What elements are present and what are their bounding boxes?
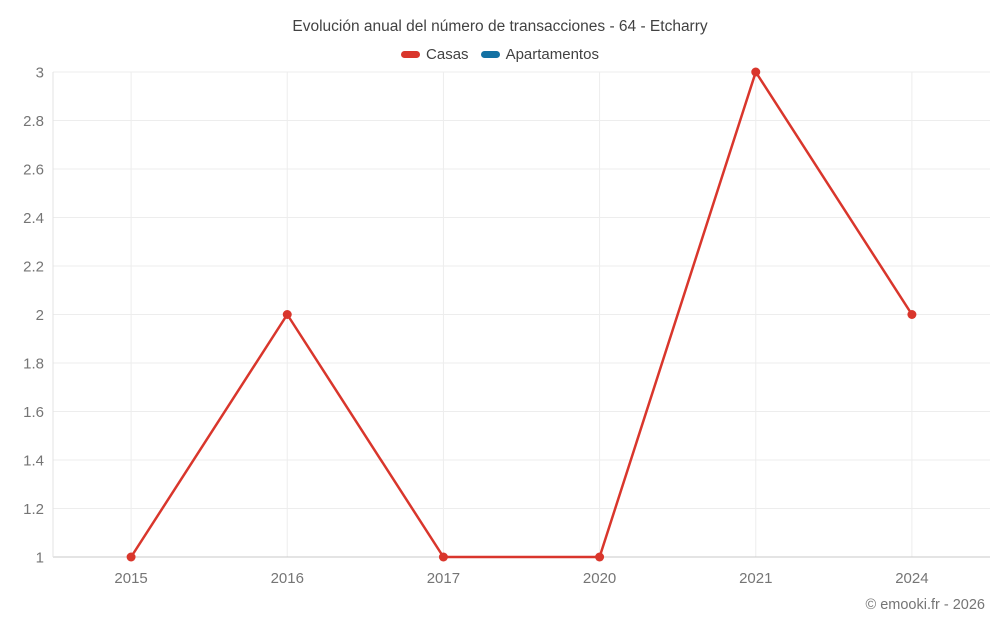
y-tick-label: 2.4 — [23, 210, 44, 227]
y-tick-label: 2 — [36, 307, 44, 324]
data-point-casas[interactable] — [282, 310, 292, 319]
data-point-casas[interactable] — [126, 552, 136, 562]
apartamentos-series-swatch-icon — [480, 51, 500, 58]
y-tick-label: 1.6 — [23, 404, 44, 421]
y-tick-label: 3 — [36, 65, 44, 82]
series-line-casas — [129, 70, 914, 559]
y-tick-label: 1.2 — [23, 501, 44, 518]
x-tick-label: 2024 — [895, 570, 928, 587]
y-tick-label: 1.4 — [23, 453, 44, 470]
y-tick-label: 2.8 — [23, 113, 44, 130]
x-tick-label: 2017 — [427, 570, 460, 587]
y-tick-label: 1 — [36, 550, 44, 567]
y-tick-label: 1.8 — [23, 356, 44, 373]
copyright-text: © emooki.fr - 2026 — [865, 597, 985, 613]
y-tick-label: 2.6 — [23, 162, 44, 179]
legend-item-apartamentos[interactable]: Apartamentos — [480, 46, 599, 63]
data-point-casas[interactable] — [751, 67, 761, 77]
data-point-casas[interactable] — [907, 310, 917, 319]
chart-legend: Casas Apartamentos — [0, 46, 1000, 63]
x-tick-label: 2021 — [739, 570, 772, 587]
chart-title: Evolución anual del número de transaccio… — [292, 18, 708, 35]
data-point-casas[interactable] — [595, 552, 605, 562]
casas-series-swatch-icon — [401, 51, 421, 58]
data-point-casas[interactable] — [438, 552, 448, 562]
x-tick-label: 2020 — [583, 570, 616, 587]
legend-label-apartamentos: Apartamentos — [505, 46, 599, 63]
y-tick-label: 2.2 — [23, 259, 44, 276]
x-tick-label: 2016 — [271, 570, 304, 587]
x-tick-label: 2015 — [114, 570, 147, 587]
legend-label-casas: Casas — [426, 46, 469, 63]
legend-item-casas[interactable]: Casas — [401, 46, 469, 63]
